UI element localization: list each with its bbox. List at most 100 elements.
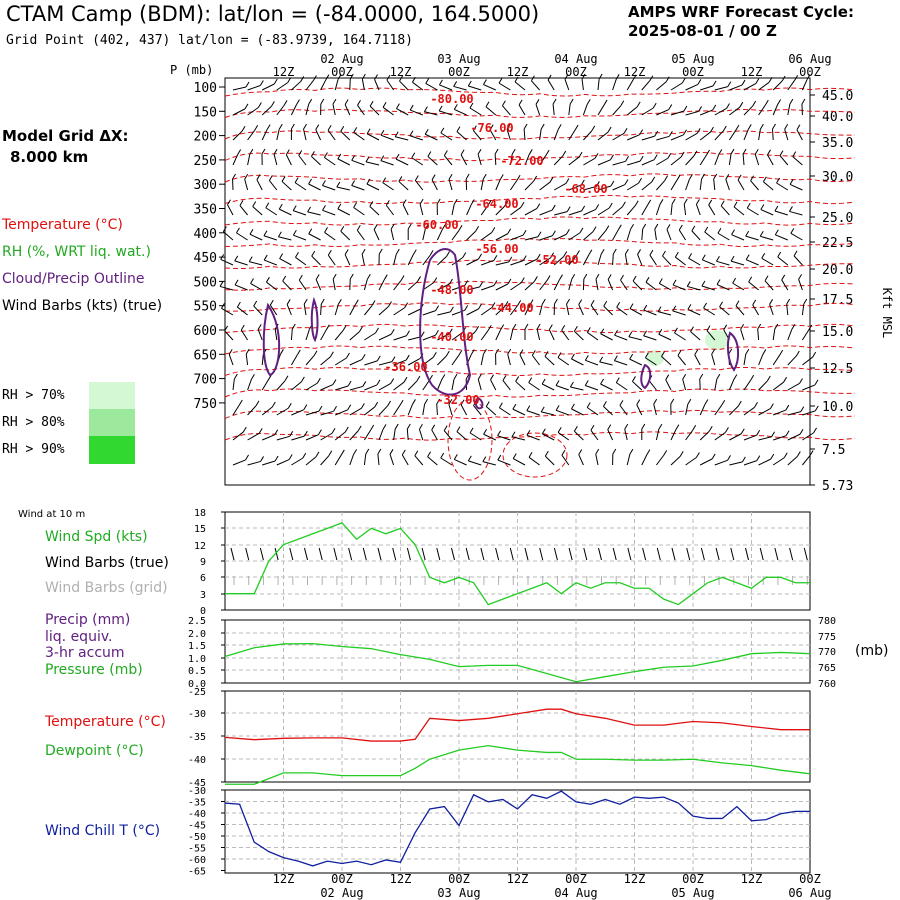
wind-barb [541, 383, 555, 391]
temperature-contour-label: -36.00 [384, 360, 427, 374]
wind-barb-flag [754, 149, 759, 155]
wind-barb [672, 310, 686, 316]
wind-barb [641, 228, 644, 241]
wind-barb [320, 410, 334, 416]
wind-barb-flag [414, 175, 419, 181]
wind-barb-flag [441, 224, 446, 230]
wind-barb-flag [245, 81, 250, 88]
wind-barb-flag [561, 325, 566, 331]
wind-barb-flag [693, 150, 698, 157]
bottom-hour-label: 00Z [448, 872, 470, 886]
wind-barb-10m [583, 547, 588, 561]
wind-barb [324, 157, 336, 166]
wind-barb [703, 307, 716, 316]
wind-barb [437, 283, 450, 291]
wind-barb-flag [637, 249, 641, 255]
wind-barb [305, 355, 315, 366]
wind-barb [390, 229, 395, 241]
wind-barb-flag [615, 377, 620, 383]
wind-barb-flag [256, 174, 261, 180]
wind-barb-10m [362, 547, 367, 561]
wind-barb-flag [566, 206, 571, 212]
wind-barb [539, 128, 542, 141]
wind-barb-flag [433, 277, 438, 283]
wind-barb [393, 359, 407, 366]
wind-barb [585, 385, 599, 391]
wind-barb-flag [497, 454, 502, 461]
wind-barb-flag [234, 279, 239, 286]
wind-barb-flag [548, 324, 553, 330]
wind-barb [291, 435, 305, 441]
wind-barb-flag [507, 348, 512, 355]
wind-barb-10m [553, 547, 558, 561]
temperature-contour [224, 87, 856, 97]
wind-barb [349, 407, 362, 416]
wind-barb [320, 303, 322, 316]
wind-barb [265, 207, 278, 216]
legend-wind-speed: Wind Spd (kts) [45, 529, 148, 545]
wind-barb [708, 204, 716, 216]
wind-barb-10m [451, 547, 455, 561]
wind-barb [627, 160, 641, 166]
wind-barb-flag [614, 329, 618, 336]
wind-barb-flag [308, 178, 312, 185]
wind-barb [743, 434, 757, 441]
wind-barb-flag [497, 430, 501, 437]
wind-barb-flag [733, 374, 738, 380]
wind-barb-flag [491, 302, 496, 308]
wind-barb-flag [329, 351, 334, 358]
wind-barb-10m [230, 547, 235, 561]
wind-barb [557, 357, 570, 366]
wind-speed-line [225, 522, 810, 606]
wind-barb-flag [332, 273, 337, 280]
wind-barb [451, 354, 460, 366]
wind-barb [473, 405, 482, 416]
wind-barb [427, 456, 438, 466]
wind-barb [253, 305, 263, 316]
wind-barb [737, 179, 745, 191]
wind-barb-flag [403, 376, 408, 383]
wind-barb-flag [318, 405, 323, 412]
wind-barb [437, 355, 447, 366]
wind-barb [555, 409, 569, 416]
wind-barb-flag [759, 231, 764, 237]
wind-barb-flag [607, 424, 612, 430]
wind-barb-flag [704, 399, 709, 405]
wind-barb [276, 459, 290, 466]
wind-barb [690, 331, 701, 341]
temperature-contour-label: -76.00 [470, 121, 513, 135]
wind-barb [612, 105, 622, 116]
wind-barb-flag [630, 224, 634, 230]
wind-barb-10m [730, 547, 735, 561]
wind-barb [578, 454, 584, 466]
wind-barb-flag [475, 225, 480, 232]
wind-barb-flag [595, 204, 600, 210]
wind-barb [685, 457, 697, 466]
wind-barb [699, 404, 706, 416]
wind-barb-flag [307, 206, 312, 213]
wind-barb [451, 257, 464, 266]
wind-barb [261, 379, 269, 391]
wind-barb [600, 333, 613, 341]
wind-barb [735, 305, 745, 316]
wind-barb-flag [316, 377, 321, 384]
wind-barb [695, 204, 701, 216]
top-date-label: 04 Aug [554, 52, 597, 66]
pressure-panel-ytick-label: 2.5 [188, 616, 206, 627]
wind-barb [480, 232, 493, 241]
wind-barb-flag [360, 403, 365, 409]
wind-barb-flag [286, 299, 291, 305]
wind-barb [583, 157, 596, 166]
wind-barb-10m [333, 547, 338, 561]
wind-barb [757, 328, 760, 341]
height-tick-label: 15.0 [822, 325, 853, 340]
wind-barb-flag [245, 348, 250, 355]
wind-barb [480, 329, 489, 341]
wind-barb [699, 178, 703, 191]
wind-barb-flag [265, 202, 270, 209]
wind-barb-10m [245, 547, 250, 561]
wind-barb [774, 210, 788, 216]
wind-barb-flag [453, 373, 458, 380]
wind-barb-flag [248, 256, 253, 262]
